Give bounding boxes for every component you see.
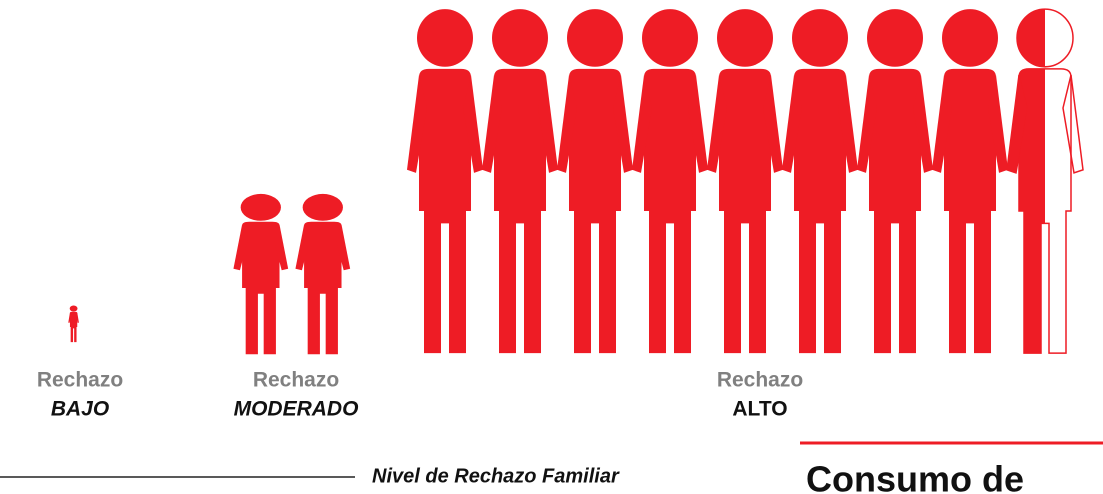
- figure-part: [240, 193, 281, 221]
- figure-part: [688, 75, 708, 173]
- figure-part: [304, 221, 342, 355]
- figure-part: [233, 224, 248, 271]
- figure-part: [335, 224, 351, 271]
- figure-part: [913, 75, 933, 173]
- figure-part: [407, 75, 427, 173]
- section-heading: Consumo de: [806, 459, 1024, 494]
- group-label: Rechazo: [37, 369, 123, 392]
- figure-part: [792, 9, 848, 67]
- figure-part: [242, 221, 280, 355]
- person-figure: [557, 9, 633, 354]
- figure-outline: [1062, 74, 1084, 174]
- figure-part: [1017, 9, 1045, 67]
- figure-part: [494, 68, 546, 354]
- person-figure: [932, 9, 1008, 354]
- figure-part: [419, 68, 471, 354]
- figure-part: [69, 311, 78, 343]
- level-label: MODERADO: [234, 398, 359, 421]
- person-figure: [407, 9, 483, 354]
- figure-part: [719, 68, 771, 354]
- figure-part: [932, 75, 952, 173]
- figure-group: [68, 305, 79, 343]
- figure-part: [492, 9, 548, 67]
- figure-group: [407, 8, 1084, 354]
- figure-part: [417, 9, 473, 67]
- person-figure: [707, 9, 783, 354]
- figure-part: [69, 305, 78, 312]
- level-label: ALTO: [732, 398, 787, 421]
- figure-part: [942, 9, 998, 67]
- figure-part: [1019, 68, 1045, 354]
- figure-part: [707, 75, 727, 173]
- figure-part: [717, 9, 773, 67]
- level-label: BAJO: [51, 398, 109, 421]
- figure-part: [295, 224, 310, 271]
- group-label: Rechazo: [717, 369, 803, 392]
- x-axis-label: Nivel de Rechazo Familiar: [372, 465, 620, 487]
- figure-part: [642, 9, 698, 67]
- figure-part: [613, 75, 633, 173]
- figure-part: [569, 68, 621, 354]
- person-figure: [482, 9, 558, 354]
- person-figure: [857, 9, 933, 354]
- figure-part: [794, 68, 846, 354]
- figure-part: [1007, 75, 1027, 173]
- figure-part: [76, 312, 79, 323]
- figure-part: [988, 75, 1008, 173]
- figure-part: [782, 75, 802, 173]
- figure-part: [644, 68, 696, 354]
- figure-part: [857, 75, 877, 173]
- group-label: Rechazo: [253, 369, 339, 392]
- person-figure: [68, 305, 79, 343]
- figure-part: [867, 9, 923, 67]
- person-figure: [295, 193, 351, 355]
- person-figure: [233, 193, 289, 355]
- figure-part: [869, 68, 921, 354]
- figure-part: [632, 75, 652, 173]
- figure-part: [273, 224, 289, 271]
- figure-part: [763, 75, 783, 173]
- figure-part: [944, 68, 996, 354]
- figure-part: [302, 193, 343, 221]
- figure-part: [68, 312, 72, 323]
- figure-part: [567, 9, 623, 67]
- figure-part: [838, 75, 858, 173]
- figure-group: [233, 193, 351, 355]
- figure-part: [557, 75, 577, 173]
- person-figure: [782, 9, 858, 354]
- figure-part: [463, 75, 483, 173]
- figure-part: [482, 75, 502, 173]
- figure-part: [538, 75, 558, 173]
- person-figure: [1006, 8, 1084, 354]
- person-figure: [632, 9, 708, 354]
